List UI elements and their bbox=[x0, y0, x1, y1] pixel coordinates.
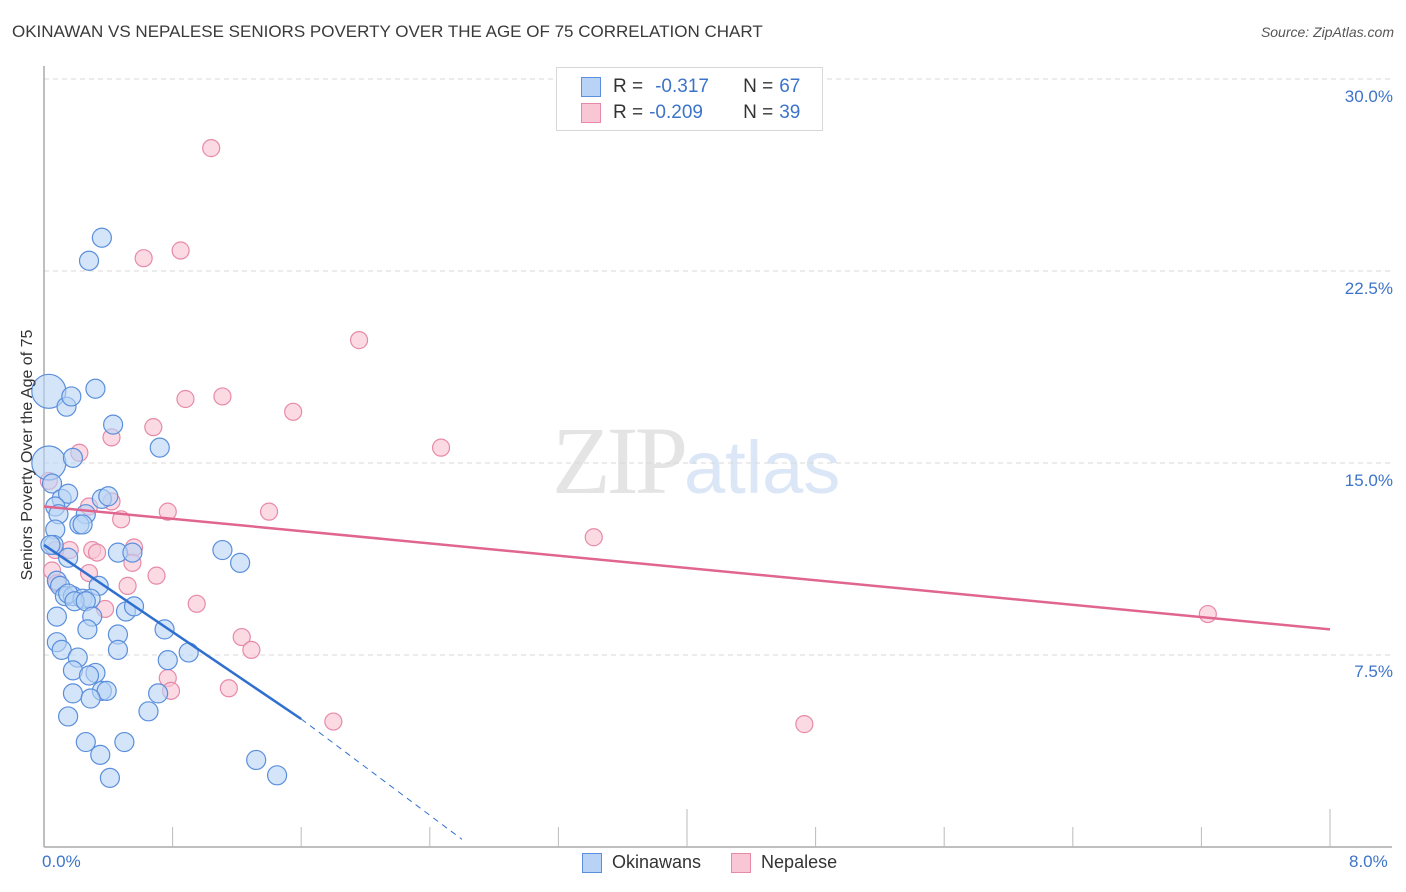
legend-row-nepalese: R = -0.209 N = 39 bbox=[581, 102, 800, 124]
legend-label-okinawans: Okinawans bbox=[612, 852, 702, 872]
nepalese-point bbox=[213, 387, 232, 406]
nepalese-point bbox=[431, 438, 451, 457]
nepalese-point bbox=[219, 679, 238, 698]
okinawans-point bbox=[138, 701, 159, 722]
nepalese-point bbox=[232, 627, 251, 647]
nepalese-point bbox=[158, 502, 177, 521]
nepalese-point bbox=[584, 528, 603, 547]
okinawans-point bbox=[99, 767, 121, 788]
okinawans-point bbox=[77, 619, 98, 640]
okinawans-point bbox=[75, 731, 96, 753]
r-label: R = bbox=[613, 102, 644, 123]
okinawans-point bbox=[122, 542, 143, 563]
okinawans-point bbox=[58, 483, 79, 504]
series-legend: Okinawans Nepalese bbox=[582, 852, 867, 873]
okinawans-point bbox=[96, 680, 117, 701]
nepalese-point bbox=[795, 715, 814, 734]
correlation-legend: R = -0.317 N = 67 R = -0.209 N = 39 bbox=[556, 67, 823, 131]
legend-label-nepalese: Nepalese bbox=[761, 852, 838, 872]
okinawans-swatch bbox=[582, 852, 602, 873]
okinawans-point bbox=[40, 534, 61, 556]
x-tick-max: 8.0% bbox=[1349, 852, 1388, 871]
nepalese-point bbox=[349, 331, 369, 350]
okinawans-point bbox=[61, 386, 82, 407]
legend-item-okinawans[interactable]: Okinawans bbox=[582, 852, 701, 873]
okinawans-point bbox=[91, 227, 112, 248]
okinawans-trend-line bbox=[43, 543, 302, 721]
nepalese-point bbox=[87, 543, 107, 562]
okinawans-point bbox=[157, 650, 178, 671]
okinawans-point bbox=[46, 606, 67, 627]
y-tick-22-5: 22.5% bbox=[1344, 279, 1393, 298]
y-tick-7-5: 7.5% bbox=[1354, 662, 1393, 681]
nepalese-point bbox=[202, 139, 221, 158]
okinawans-point bbox=[114, 731, 135, 753]
nepalese-points bbox=[39, 139, 1217, 734]
okinawans-point bbox=[62, 447, 84, 468]
okinawans-point bbox=[41, 473, 63, 494]
source-credit: Source: ZipAtlas.com bbox=[1260, 24, 1394, 40]
y-tick-30: 30.0% bbox=[1344, 87, 1393, 106]
okinawans-point bbox=[62, 683, 84, 704]
okinawans-point bbox=[85, 378, 106, 399]
nepalese-swatch bbox=[731, 852, 752, 873]
okinawans-point bbox=[246, 749, 267, 771]
nepalese-point bbox=[147, 566, 166, 585]
okinawans-point bbox=[178, 642, 199, 663]
okinawans-point bbox=[72, 514, 93, 535]
n-value: 67 bbox=[779, 76, 801, 97]
axes bbox=[43, 66, 1392, 848]
nepalese-point bbox=[187, 594, 206, 613]
y-axis-label: Seniors Poverty Over the Age of 75 bbox=[19, 329, 36, 581]
n-value: 39 bbox=[779, 102, 801, 123]
nepalese-point bbox=[242, 640, 261, 659]
okinawans-point bbox=[90, 744, 111, 765]
okinawans-point bbox=[107, 639, 129, 660]
y-tick-15: 15.0% bbox=[1344, 471, 1393, 490]
okinawans-point bbox=[58, 547, 79, 568]
nepalese-point bbox=[134, 249, 153, 268]
n-label: N = bbox=[743, 76, 774, 97]
nepalese-point bbox=[171, 241, 190, 260]
r-value: -0.209 bbox=[649, 102, 703, 123]
okinawans-point bbox=[51, 639, 72, 660]
legend-row-okinawans: R = -0.317 N = 67 bbox=[581, 76, 800, 98]
r-label: R = bbox=[613, 76, 644, 97]
nepalese-point bbox=[259, 502, 279, 521]
okinawans-point bbox=[80, 688, 101, 709]
okinawans-trend-extension bbox=[300, 718, 463, 840]
okinawans-point bbox=[266, 765, 288, 786]
nepalese-trend-line bbox=[43, 505, 1331, 631]
okinawans-point bbox=[98, 486, 119, 507]
trend-lines bbox=[43, 505, 1331, 840]
x-tick-min: 0.0% bbox=[42, 852, 81, 871]
okinawans-point bbox=[78, 250, 100, 271]
nepalese-point bbox=[176, 389, 195, 409]
okinawans-point bbox=[103, 414, 124, 435]
okinawans-point bbox=[149, 437, 170, 458]
nepalese-point bbox=[1198, 604, 1217, 624]
nepalese-point bbox=[324, 712, 343, 731]
legend-item-nepalese[interactable]: Nepalese bbox=[731, 852, 837, 873]
okinawans-point bbox=[148, 683, 169, 704]
n-label: N = bbox=[743, 102, 774, 123]
okinawans-point bbox=[58, 706, 79, 727]
nepalese-point bbox=[118, 576, 137, 595]
chart-title: OKINAWAN VS NEPALESE SENIORS POVERTY OVE… bbox=[12, 22, 763, 41]
nepalese-point bbox=[284, 402, 303, 421]
okinawans-swatch bbox=[581, 77, 601, 97]
okinawans-point bbox=[230, 552, 251, 573]
okinawans-point bbox=[212, 539, 233, 561]
nepalese-point bbox=[144, 418, 163, 437]
okinawans-points bbox=[31, 227, 288, 788]
nepalese-swatch bbox=[581, 103, 601, 123]
okinawans-point bbox=[78, 665, 100, 686]
r-value: -0.317 bbox=[655, 76, 709, 97]
